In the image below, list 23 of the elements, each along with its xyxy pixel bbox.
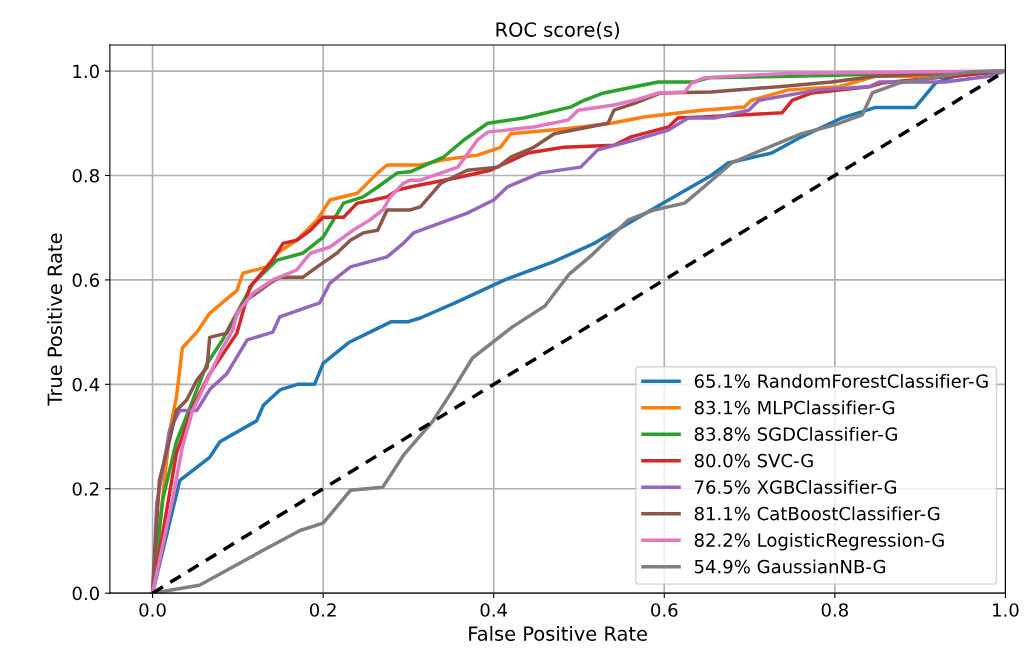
legend-label: 83.8% SGDClassifier-G [694, 426, 897, 441]
chart-title: ROC score(s) [496, 21, 620, 40]
x-tick-label: 0.0 [139, 603, 166, 617]
y-tick-label: 0.0 [72, 586, 99, 601]
legend-label: 81.1% CatBoostClassifier-G [694, 506, 940, 521]
x-tick-label: 0.8 [821, 603, 848, 617]
x-tick-label: 0.6 [651, 603, 678, 617]
legend-label: 76.5% XGBClassifier-G [695, 479, 897, 494]
x-tick-label: 0.4 [480, 603, 508, 617]
legend-label: 54.9% GaussianNB-G [694, 559, 886, 574]
y-tick-label: 0.4 [72, 377, 100, 392]
y-tick-label: 0.8 [72, 168, 99, 183]
x-tick-label: 0.2 [309, 603, 336, 617]
legend-label: 82.2% LogisticRegression-G [694, 532, 944, 551]
x-tick-label: 1.0 [993, 603, 1019, 617]
legend-label: 65.1% RandomForestClassifier-G [694, 373, 988, 388]
y-tick-label: 0.2 [72, 482, 99, 496]
x-axis-title: False Positive Rate [469, 625, 647, 641]
y-tick-label: 0.6 [72, 273, 100, 288]
legend-label: 80.0% SVC-G [694, 453, 813, 468]
y-axis-title: True Positive Rate [47, 233, 63, 406]
y-tick-label: 1.0 [73, 64, 99, 79]
legend-label: 83.1% MLPClassifier-G [694, 400, 895, 415]
